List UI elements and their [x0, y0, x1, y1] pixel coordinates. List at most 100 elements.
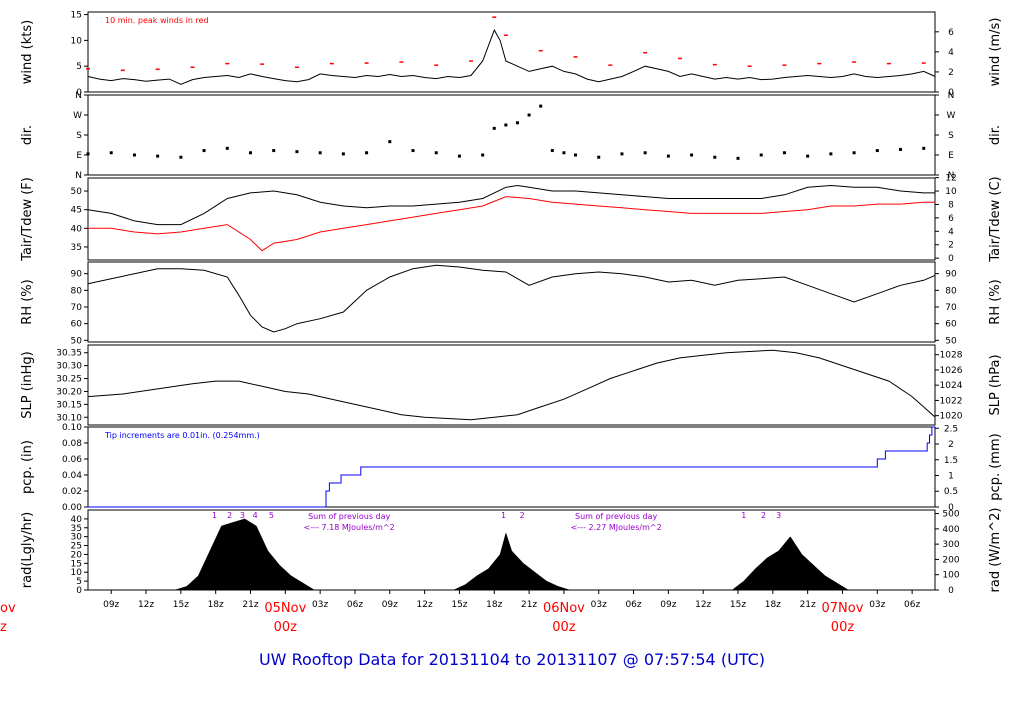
dir-point: [156, 154, 160, 158]
pcp-left-tick-label: 0.06: [62, 455, 82, 465]
time-tick-label: 15z: [173, 600, 189, 610]
temp-ylabel-left: Tair/Tdew (F): [20, 177, 35, 262]
slp-series-line: [87, 349, 936, 421]
dir-point: [341, 152, 345, 156]
dir-point: [852, 151, 856, 155]
rh-frame: [87, 261, 936, 343]
dir-point: [318, 151, 322, 155]
temp-series-line: [88, 196, 936, 252]
dir-left-tick-label: S: [76, 131, 82, 141]
dir-point: [620, 152, 624, 156]
panel-rh: 50 60 70 80 90 50 60 70 80 90 RH (%) RH (%): [20, 261, 1003, 346]
dir-point: [504, 123, 508, 127]
dir-ylabel-right: dir.: [988, 125, 1003, 145]
temp-right-tick-label: 12: [945, 174, 956, 184]
pcp-right-tick-label: 1.5: [944, 456, 958, 466]
wind-series-line: [87, 28, 936, 85]
rh-right-tick-label: 50: [945, 336, 957, 346]
rad-left-tick-label: 35: [71, 524, 82, 534]
rh-left-tick-label: 90: [71, 270, 83, 280]
temp-left-tick-label: 35: [71, 243, 82, 253]
pcp-right-tick-label: 1: [948, 472, 954, 482]
panel-wind: 0 5 10 15 0 2 4 6 wind (kts) wind (m/s) 10 min. pe…: [20, 11, 1003, 98]
dir-point: [539, 104, 543, 108]
wind-right-tick-label: 0: [948, 88, 954, 98]
wind-ylabel-right: wind (m/s): [988, 18, 1003, 87]
rad-hour-marker: 2: [761, 511, 766, 520]
time-tick-label: 09z: [382, 600, 398, 610]
dir-point: [666, 154, 670, 158]
time-tick-label: 09z: [660, 600, 676, 610]
temp-frame: [87, 177, 936, 261]
dir-point: [481, 153, 485, 157]
time-tick-label: 18z: [765, 600, 781, 610]
day-hour-label: 00z: [552, 620, 576, 635]
dir-point: [922, 146, 926, 150]
rad-ylabel-right: rad (W/m^2): [988, 508, 1003, 593]
temp-ylabel-right: Tair/Tdew (C): [988, 176, 1003, 262]
dir-point: [249, 151, 253, 155]
pcp-frame: [87, 426, 936, 508]
dir-point: [295, 150, 299, 154]
slp-left-tick-label: 30.35: [56, 349, 82, 359]
rad-left-tick-label: 30: [71, 533, 83, 543]
dir-point: [597, 155, 601, 159]
cut-day-label: ov: [0, 601, 16, 616]
rad-annotation: <--- 2.27 MJoules/m^2: [571, 523, 662, 532]
rad-hour-marker: 4: [253, 511, 258, 520]
rad-left-tick-label: 15: [71, 559, 82, 569]
rad-left-tick-label: 25: [71, 542, 82, 552]
time-tick-label: 06z: [347, 600, 363, 610]
dir-point: [179, 155, 183, 159]
slp-right-tick-label: 1028: [940, 351, 963, 361]
day-hour-label: 00z: [831, 620, 855, 635]
time-tick-label: 12z: [417, 600, 433, 610]
rad-left-tick-label: 0: [76, 586, 82, 596]
wind-left-tick-label: 5: [76, 62, 82, 72]
rad-right-tick-label: 100: [942, 571, 959, 581]
slp-left-tick-label: 30.30: [56, 362, 82, 372]
dir-point: [574, 153, 578, 157]
day-label: 05Nov: [264, 601, 306, 616]
slp-left-tick-label: 30.10: [56, 413, 82, 423]
rad-ylabel-left: rad(Lgly/hr): [20, 512, 35, 588]
wind-right-tick-label: 4: [948, 48, 954, 58]
time-tick-label: 12z: [695, 600, 711, 610]
dir-point: [736, 156, 740, 160]
rh-right-tick-label: 90: [945, 270, 957, 280]
day-label: 06Nov: [543, 601, 585, 616]
page-title: UW Rooftop Data for 20131104 to 20131107…: [258, 650, 766, 669]
rad-annotation: <--- 7.18 MJoules/m^2: [304, 523, 395, 532]
pcp-left-tick-label: 0.08: [62, 439, 82, 449]
slp-frame: [87, 344, 936, 426]
wind-ylabel-left: wind (kts): [20, 20, 35, 84]
dir-left-tick-label: E: [76, 151, 82, 161]
dir-frame: [87, 94, 936, 176]
dir-point: [829, 152, 833, 156]
time-tick-label: 06z: [904, 600, 920, 610]
rh-ylabel-right: RH (%): [988, 279, 1003, 324]
slp-ylabel-left: SLP (inHg): [20, 351, 35, 419]
dir-point: [562, 151, 566, 155]
temp-right-tick-label: 10: [945, 187, 957, 197]
dir-point: [806, 154, 810, 158]
dir-point: [690, 153, 694, 157]
dir-point: [202, 149, 206, 153]
pcp-left-tick-label: 0.10: [62, 423, 82, 433]
pcp-series-line: [88, 426, 936, 508]
temp-right-tick-label: 2: [948, 241, 954, 251]
wind-right-tick-label: 2: [948, 68, 954, 78]
dir-point: [492, 126, 496, 130]
slp-right-tick-label: 1026: [940, 366, 963, 376]
rad-annotation: Sum of previous day: [575, 512, 657, 521]
wind-left-tick-label: 15: [71, 11, 82, 21]
dir-right-tick-label: N: [948, 91, 955, 101]
panel-temp: 35 40 45 50 0 2 4 6 8 10 12 Tair/Tdew (F) Tair/Tdew …: [20, 174, 1003, 265]
pcp-left-tick-label: 0.00: [62, 503, 82, 513]
dir-point: [759, 153, 763, 157]
rh-right-tick-label: 70: [945, 303, 957, 313]
rh-left-tick-label: 80: [71, 286, 83, 296]
rad-hour-marker: 3: [240, 511, 245, 520]
